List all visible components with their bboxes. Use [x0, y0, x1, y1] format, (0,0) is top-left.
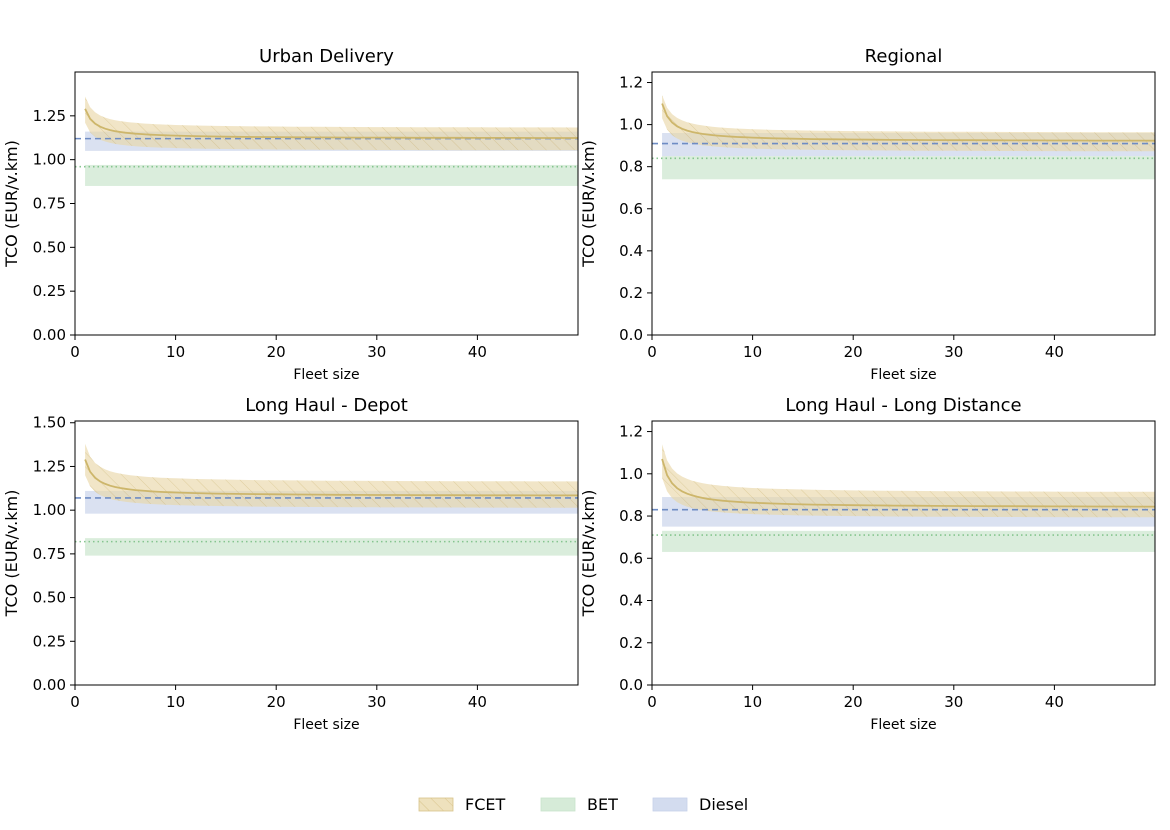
fcet-band — [85, 96, 578, 151]
chart-panel-1: Urban Delivery 0 10 20 30 40 0.00 0.25 0.50 0.75 1… — [2, 46, 579, 383]
y-tick-label: 0.75 — [33, 545, 66, 563]
bet-band — [85, 164, 578, 186]
panel-title: Long Haul - Long Distance — [785, 395, 1021, 416]
legend-swatch-diesel — [652, 797, 688, 812]
y-tick-label: 1.25 — [33, 107, 66, 125]
y-tick-label: 1.0 — [619, 465, 643, 483]
fcet-band — [662, 444, 1155, 518]
x-axis-label: Fleet size — [870, 367, 936, 383]
y-tick-label: 0.00 — [33, 326, 66, 344]
legend-item-bet: BET — [540, 795, 618, 814]
x-axis-label: Fleet size — [870, 717, 936, 733]
y-tick-label: 0.8 — [619, 158, 643, 176]
x-axis-label: Fleet size — [293, 367, 359, 383]
chart-panel-4: Long Haul - Long Distance 0 10 20 30 40 0.0 0.2… — [579, 395, 1156, 733]
y-axis-label: TCO (EUR/v.km) — [2, 140, 21, 268]
x-tick-label: 10 — [743, 693, 762, 711]
y-tick-label: 1.0 — [619, 116, 643, 134]
fcet-band — [85, 443, 578, 508]
y-tick-label: 0.8 — [619, 507, 643, 525]
legend-label-bet: BET — [587, 795, 618, 814]
x-tick-label: 30 — [367, 343, 386, 361]
fcet-line — [661, 103, 1155, 142]
x-tick-label: 0 — [647, 343, 657, 361]
y-tick-label: 1.25 — [33, 457, 66, 475]
x-tick-label: 40 — [468, 343, 487, 361]
x-tick-label: 0 — [70, 693, 80, 711]
plot-frame — [651, 420, 1156, 686]
panel-title: Urban Delivery — [259, 46, 394, 67]
y-tick-label: 0.0 — [619, 676, 643, 694]
y-axis-label: TCO (EUR/v.km) — [579, 140, 598, 268]
fcet-line — [84, 108, 578, 139]
legend-label-diesel: Diesel — [699, 795, 748, 814]
x-tick-label: 40 — [468, 693, 487, 711]
x-tick-label: 30 — [944, 693, 963, 711]
y-tick-label: 0.00 — [33, 676, 66, 694]
legend-item-fcet: FCET — [418, 795, 505, 814]
x-tick-label: 40 — [1045, 693, 1064, 711]
fcet-line — [84, 459, 578, 497]
x-tick-label: 10 — [166, 343, 185, 361]
y-tick-label: 0.6 — [619, 549, 643, 567]
bet-band — [662, 156, 1155, 180]
x-tick-label: 20 — [267, 343, 286, 361]
y-tick-label: 1.00 — [33, 501, 66, 519]
y-tick-label: 0.4 — [619, 242, 643, 260]
bet-band — [662, 530, 1155, 552]
y-tick-label: 0.25 — [33, 282, 66, 300]
y-tick-label: 1.00 — [33, 151, 66, 169]
fcet-band — [662, 95, 1155, 152]
y-tick-label: 0.75 — [33, 195, 66, 213]
y-tick-label: 0.50 — [33, 238, 66, 256]
legend-swatch-fcet — [418, 797, 454, 812]
x-tick-label: 20 — [844, 343, 863, 361]
y-tick-label: 0.0 — [619, 326, 643, 344]
legend-item-diesel: Diesel — [652, 795, 748, 814]
x-tick-label: 40 — [1045, 343, 1064, 361]
y-tick-label: 0.2 — [619, 284, 643, 302]
plot-frame — [651, 71, 1156, 336]
y-axis-label: TCO (EUR/v.km) — [2, 490, 21, 618]
x-tick-label: 10 — [743, 343, 762, 361]
chart-panel-2: Regional 0 10 20 30 40 0.0 0.2 0.4 0.6 0.8 1.0 1.2 Fl… — [579, 46, 1156, 383]
x-tick-label: 20 — [267, 693, 286, 711]
legend-label-fcet: FCET — [465, 795, 505, 814]
x-tick-label: 10 — [166, 693, 185, 711]
panel-title: Regional — [865, 46, 943, 67]
plot-frame — [74, 420, 579, 686]
x-tick-label: 20 — [844, 693, 863, 711]
y-tick-label: 1.50 — [33, 414, 66, 432]
fcet-line — [661, 458, 1155, 508]
legend-swatch-bet — [540, 797, 576, 812]
y-tick-label: 0.6 — [619, 200, 643, 218]
chart-panel-3: Long Haul - Depot 0 10 20 30 40 0.00 0.25 0.50 0.… — [2, 395, 579, 733]
x-axis-label: Fleet size — [293, 717, 359, 733]
y-tick-label: 0.4 — [619, 592, 643, 610]
panel-title: Long Haul - Depot — [245, 395, 408, 416]
x-tick-label: 30 — [367, 693, 386, 711]
y-tick-label: 0.2 — [619, 634, 643, 652]
y-tick-label: 0.25 — [33, 632, 66, 650]
y-tick-label: 1.2 — [619, 423, 643, 441]
x-tick-label: 30 — [944, 343, 963, 361]
legend: FCET BET Diesel — [418, 795, 748, 814]
y-axis-label: TCO (EUR/v.km) — [579, 490, 598, 618]
y-tick-label: 0.50 — [33, 589, 66, 607]
bet-band — [85, 538, 578, 556]
x-tick-label: 0 — [647, 693, 657, 711]
x-tick-label: 0 — [70, 343, 80, 361]
y-tick-label: 1.2 — [619, 74, 643, 92]
plot-frame — [74, 71, 579, 336]
